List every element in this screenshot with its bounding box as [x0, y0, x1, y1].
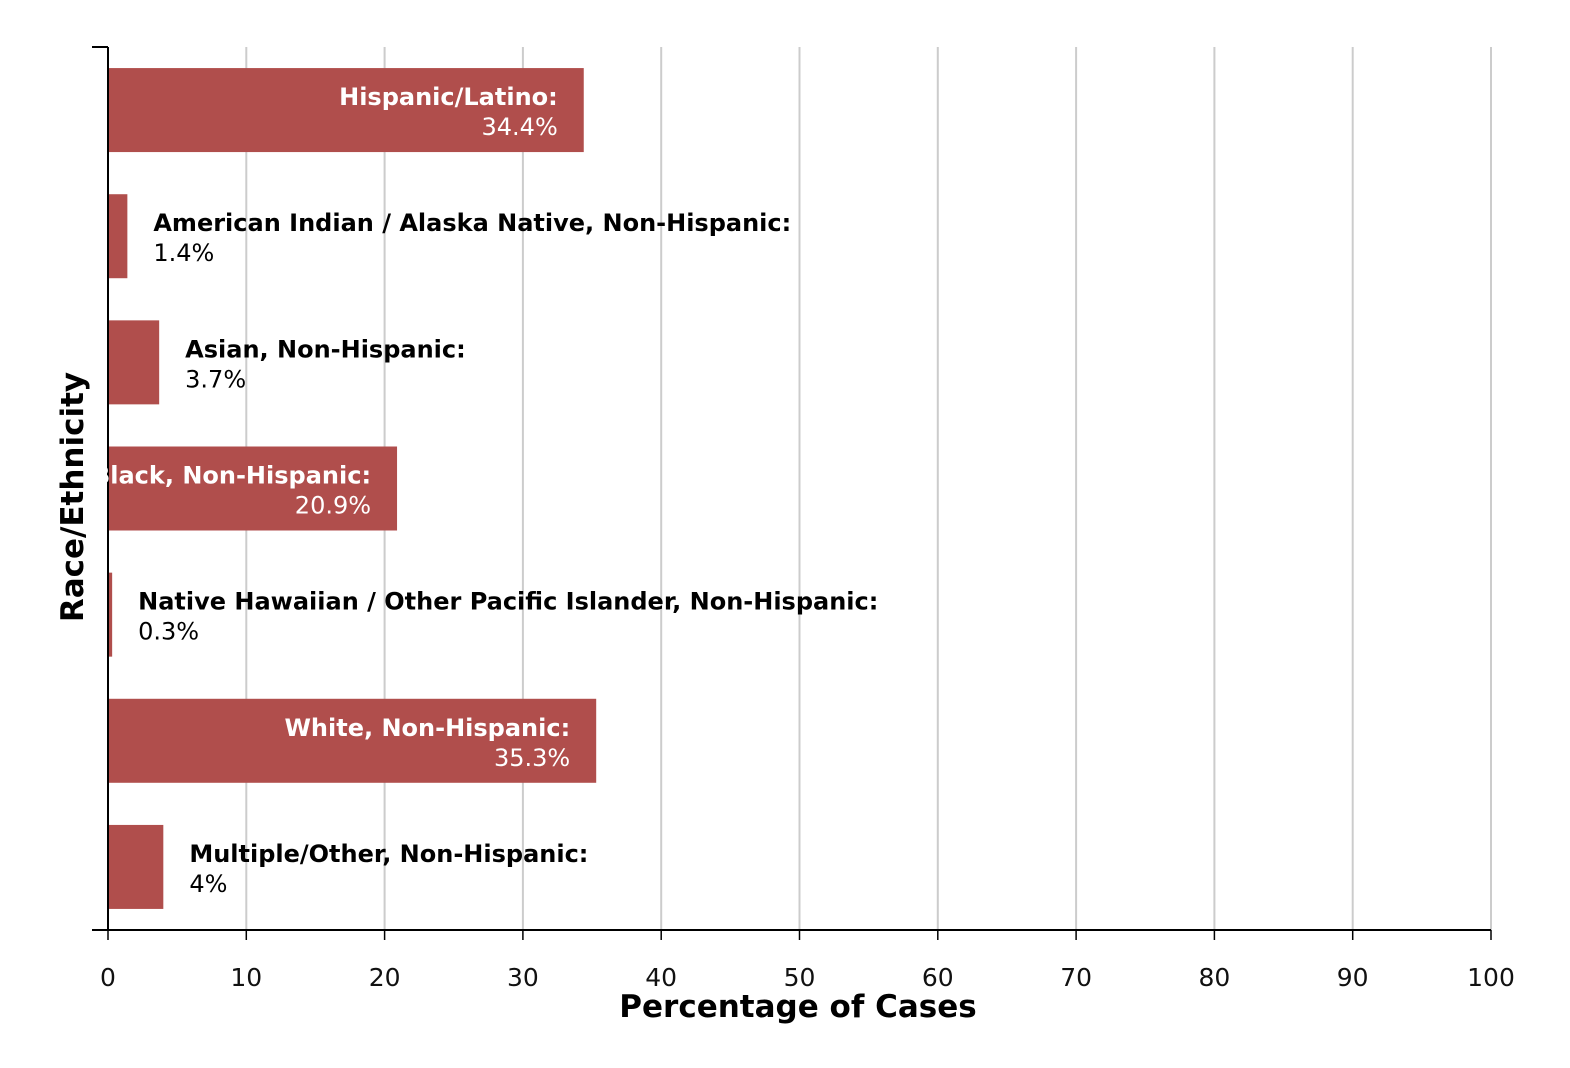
bar-value-label: 4% — [189, 870, 227, 898]
bar — [108, 446, 398, 531]
x-tick-label: 60 — [922, 963, 954, 992]
bar — [108, 194, 128, 279]
bar-category-label: American Indian / Alaska Native, Non-His… — [153, 209, 791, 237]
bar-labels: Hispanic/Latino:34.4% American Indian / A… — [92, 83, 878, 898]
bar-value-label: 1.4% — [153, 239, 214, 267]
bar-value-label: 20.9% — [295, 492, 371, 520]
x-tick-label: 90 — [1337, 963, 1369, 992]
bar-category-label: Multiple/Other, Non-Hispanic: — [189, 840, 588, 868]
bars — [108, 68, 597, 909]
bar-category-label: White, Non-Hispanic: — [284, 714, 570, 742]
x-tick-label: 40 — [645, 963, 677, 992]
x-tick-label: 100 — [1467, 963, 1515, 992]
bar — [108, 824, 164, 909]
gridlines — [245, 47, 1492, 930]
y-axis-title: Race/Ethnicity — [55, 372, 91, 622]
x-tick-label: 20 — [369, 963, 401, 992]
axes: 0 10 20 30 40 50 60 70 80 90 100 — [92, 46, 1515, 992]
bar-category-label: Native Hawaiian / Other Pacific Islander… — [138, 588, 878, 616]
bar-value-label: 35.3% — [494, 744, 570, 772]
x-tick-label: 80 — [1198, 963, 1230, 992]
bar-value-label: 0.3% — [138, 618, 199, 646]
x-tick-label: 50 — [784, 963, 816, 992]
x-tick-label: 10 — [230, 963, 262, 992]
x-axis-title: Percentage of Cases — [619, 989, 976, 1025]
bar — [108, 320, 160, 405]
bar-category-label: Black, Non-Hispanic: — [92, 462, 371, 490]
bar — [108, 698, 597, 783]
bar-category-label: Asian, Non-Hispanic: — [185, 335, 466, 363]
bar — [108, 572, 113, 657]
bar — [108, 68, 584, 153]
bar-value-label: 34.4% — [482, 113, 558, 141]
x-tick-label: 0 — [100, 963, 116, 992]
bar-value-label: 3.7% — [185, 365, 246, 393]
x-tick-label: 30 — [507, 963, 539, 992]
x-tick-label: 70 — [1060, 963, 1092, 992]
bar-category-label: Hispanic/Latino: — [339, 83, 558, 111]
